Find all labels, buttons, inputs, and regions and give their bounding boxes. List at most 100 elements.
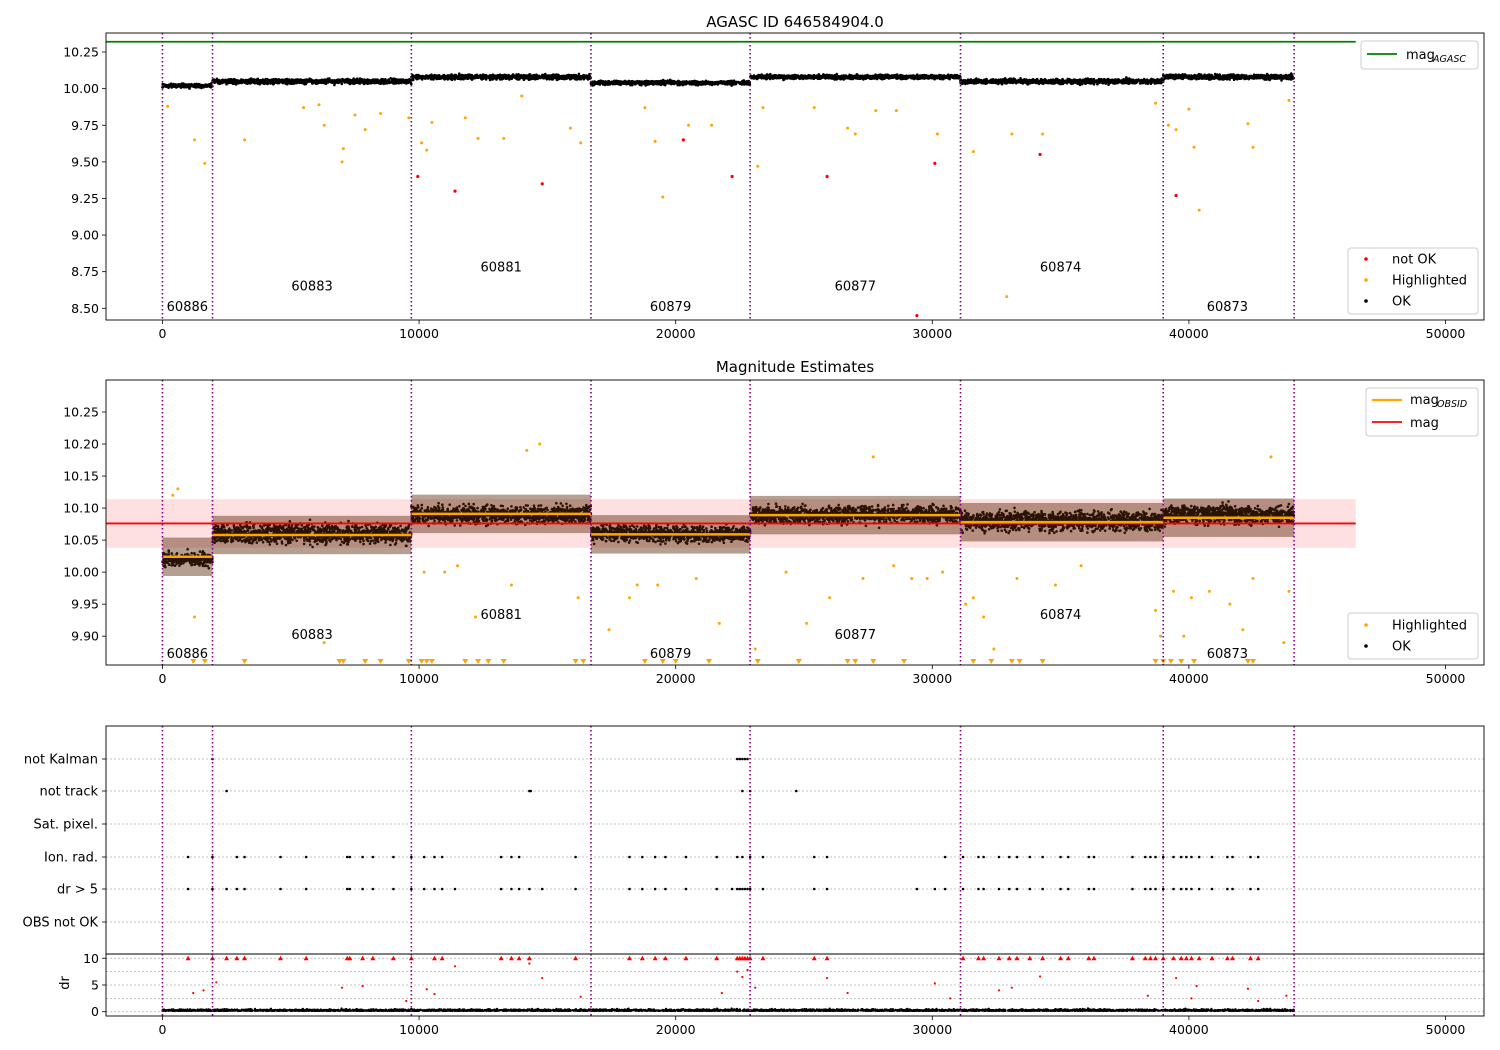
ok-point (163, 84, 167, 87)
ok-point (810, 74, 813, 78)
ok-point (559, 76, 563, 80)
ok-point (519, 76, 522, 79)
ok-point (842, 74, 845, 77)
ok-point (322, 79, 325, 82)
ok-point (858, 75, 861, 79)
ok-point (326, 81, 330, 84)
ok-point (251, 78, 255, 81)
ok-point (557, 75, 560, 79)
ok-point (758, 75, 762, 78)
ok-point (639, 82, 642, 85)
ok-point (524, 75, 527, 79)
ok-point (197, 86, 201, 89)
ok-point (249, 77, 252, 81)
ok-point (208, 82, 211, 86)
ok-point (649, 81, 653, 85)
ok-point (832, 75, 835, 79)
ok-point (258, 80, 261, 84)
ok-point (440, 76, 443, 80)
ok-point (343, 79, 347, 82)
ok-point (743, 81, 746, 85)
ok-point (419, 75, 422, 79)
ok-point (626, 80, 629, 84)
ok-point (347, 80, 350, 83)
ok-point (881, 75, 885, 79)
ok-point (753, 75, 756, 78)
ok-point (816, 75, 820, 78)
ok-point (719, 81, 722, 85)
ok-point (449, 76, 452, 79)
ok-point (230, 79, 233, 83)
ok-point (920, 76, 923, 79)
ok-point (548, 78, 551, 81)
ok-point (256, 77, 260, 81)
ok-point (359, 80, 362, 83)
ok-point (948, 77, 951, 81)
ok-point (798, 75, 802, 78)
ok-point (183, 84, 187, 88)
ok-point (943, 76, 947, 79)
ok-point (663, 82, 667, 86)
ok-point (669, 82, 673, 86)
ok-point (583, 74, 586, 78)
ok-point (738, 81, 742, 84)
ok-point (580, 75, 584, 79)
ok-point (232, 77, 236, 81)
ok-point (416, 76, 419, 79)
ok-point (485, 75, 488, 79)
ok-point (922, 74, 926, 78)
ok-point (221, 81, 224, 84)
ok-point (601, 83, 605, 86)
ok-point (536, 76, 539, 80)
ok-point (323, 81, 326, 85)
ok-point (696, 81, 699, 85)
ok-point (566, 75, 570, 79)
ok-point (900, 74, 903, 78)
ok-point (551, 74, 555, 78)
ok-point (319, 81, 323, 85)
ok-point (492, 74, 495, 78)
ok-point (642, 81, 646, 84)
ok-point (488, 76, 491, 80)
ok-point (272, 82, 276, 86)
ok-point (946, 74, 949, 78)
ok-point (386, 81, 389, 84)
ok-point (299, 79, 303, 82)
ok-point (612, 81, 615, 84)
ok-point (863, 75, 867, 78)
ok-point (337, 80, 340, 83)
ok-point (663, 79, 667, 83)
ok-point (191, 84, 195, 88)
ok-point (356, 79, 360, 83)
ok-point (262, 82, 266, 85)
ok-point (874, 73, 877, 76)
ok-point (623, 81, 626, 85)
ok-point (693, 81, 696, 84)
ok-point (592, 82, 596, 85)
ok-point (417, 73, 420, 77)
ok-point (690, 82, 693, 85)
ok-point (763, 74, 767, 77)
ok-point (886, 75, 889, 78)
ok-point (253, 80, 257, 83)
ok-point (929, 75, 932, 78)
agasc-panel: AGASC ID 646584904.0 6088660883608816087… (63, 13, 1485, 341)
ok-point (470, 77, 474, 81)
ok-point (460, 73, 464, 77)
ok-point (249, 80, 253, 84)
ok-point (646, 83, 649, 86)
ok-point (380, 79, 384, 82)
ok-point (503, 74, 507, 78)
ok-point (270, 78, 274, 82)
ok-point (324, 79, 328, 82)
ok-point (351, 78, 355, 82)
ok-point (258, 83, 262, 86)
ok-point (302, 81, 306, 85)
ok-point (646, 80, 649, 84)
ok-point (562, 75, 565, 79)
ok-point (412, 78, 415, 82)
ok-point (794, 74, 798, 77)
ok-point (374, 78, 377, 81)
ok-point (725, 81, 728, 84)
ok-point (334, 80, 338, 83)
